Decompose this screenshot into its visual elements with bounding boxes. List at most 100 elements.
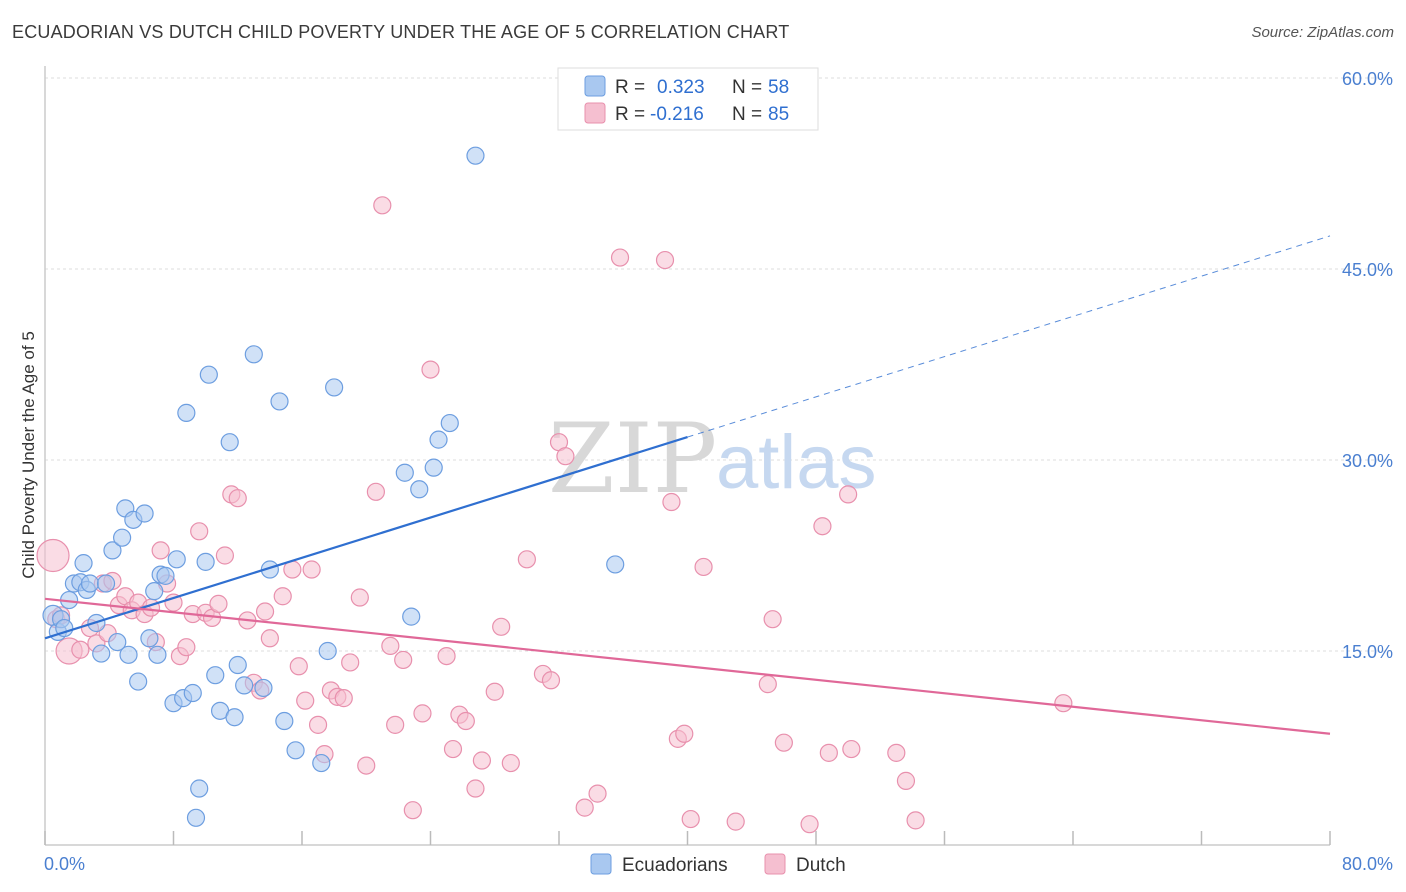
dutch-point-29 — [228, 489, 247, 508]
legend-r-label-1: R = — [615, 77, 645, 98]
ecuadorian-point-44 — [270, 392, 289, 411]
ecuadorian-point-30 — [183, 683, 202, 703]
ecuadorian-trend-line — [44, 436, 688, 640]
ecuadorian-point-47 — [312, 753, 331, 773]
ecuadorian-point-31 — [190, 779, 209, 798]
ecuadorian-point-53 — [424, 458, 443, 477]
ecuadorian-point-42 — [254, 678, 273, 698]
ecuadorian-point-51 — [402, 607, 421, 626]
ecuadorian-point-39 — [228, 655, 247, 675]
dutch-point-44 — [334, 689, 353, 708]
ecuadorian-point-19 — [129, 672, 148, 691]
legend-n-value-2: 85 — [768, 104, 789, 125]
y-tick-label-2: 45.0% — [1342, 260, 1393, 280]
bottom-legend-swatch-ecuadorians — [590, 853, 612, 875]
dutch-point-51 — [386, 715, 405, 734]
ecuadorian-point-13 — [103, 541, 122, 560]
dutch-point-70 — [575, 798, 594, 817]
dutch-point-73 — [655, 250, 675, 270]
dutch-point-84 — [813, 517, 832, 536]
dutch-point-49 — [373, 196, 392, 215]
ecuadorian-point-56 — [466, 146, 485, 165]
y-tick-label-0: 15.0% — [1342, 642, 1393, 662]
dutch-point-59 — [456, 711, 475, 731]
dutch-point-67 — [541, 671, 561, 690]
dutch-point-33 — [255, 602, 275, 621]
dutch-point-21 — [177, 638, 196, 657]
ecuadorian-point-14 — [108, 632, 127, 652]
dutch-point-40 — [308, 715, 328, 734]
dutch-point-86 — [839, 485, 858, 504]
source-credit: Source: ZipAtlas.com — [1251, 24, 1394, 41]
y-tick-label-3: 60.0% — [1342, 69, 1393, 89]
ecuadorian-point-3 — [55, 618, 74, 638]
ecuadorian-point-49 — [325, 378, 344, 397]
dutch-point-52 — [394, 650, 413, 670]
ecuadorian-point-23 — [148, 645, 167, 664]
dutch-point-57 — [443, 739, 463, 759]
dutch-point-60 — [466, 779, 485, 798]
ecuadorian-point-17 — [119, 645, 138, 664]
ecuadorian-point-15 — [112, 528, 132, 547]
bottom-legend-swatch-dutch — [764, 853, 786, 875]
dutch-point-23 — [190, 522, 209, 541]
legend-r-label-2: R = — [615, 104, 645, 125]
ecuadorian-trend-extension — [687, 235, 1331, 438]
dutch-point-65 — [517, 550, 536, 569]
grid-lines — [45, 77, 1392, 652]
dutch-point-61 — [472, 751, 491, 770]
ecuadorian-point-45 — [275, 711, 294, 731]
ecuadorian-point-52 — [410, 480, 429, 499]
ecuadorian-point-12 — [96, 574, 116, 593]
watermark-zip: ZIP — [548, 403, 717, 515]
legend-swatch-dutch — [584, 102, 606, 124]
x-tick-label-1: 80.0% — [1342, 854, 1393, 874]
legend-n-label-2: N = — [732, 104, 762, 125]
ecuadorian-point-25 — [156, 566, 175, 585]
ecuadorian-point-32 — [186, 808, 206, 827]
ecuadorian-point-35 — [206, 666, 225, 685]
ecuadorian-point-11 — [92, 644, 111, 663]
dutch-point-35 — [273, 587, 292, 606]
dutch-point-62 — [485, 682, 504, 701]
watermark: ZIP atlas — [548, 403, 877, 515]
dutch-point-0 — [36, 538, 70, 573]
dutch-point-26 — [209, 594, 228, 613]
bottom-legend: Ecuadorians Dutch — [590, 853, 846, 876]
legend-n-value-1: 58 — [768, 77, 789, 98]
dutch-point-37 — [289, 657, 308, 676]
dutch-point-74 — [662, 492, 681, 512]
dutch-point-34 — [260, 629, 279, 648]
dutch-point-48 — [366, 482, 385, 501]
ecuadorian-point-54 — [429, 430, 448, 449]
ecuadorian-point-20 — [135, 504, 154, 523]
legend-swatch-ecuadorians — [584, 75, 606, 97]
dutch-point-38 — [296, 691, 315, 710]
ecuadorian-point-40 — [235, 676, 254, 695]
dutch-point-46 — [350, 588, 369, 607]
dutch-point-89 — [896, 771, 916, 790]
dutch-point-77 — [681, 809, 700, 829]
dutch-point-53 — [403, 801, 422, 820]
ecuadorian-point-33 — [196, 552, 215, 571]
dutch-point-71 — [588, 784, 607, 803]
dutch-point-76 — [675, 724, 694, 743]
dutch-point-55 — [421, 360, 440, 379]
x-tick-labels: 0.0% 80.0% — [44, 854, 1393, 874]
legend: R = 0.323 N = 58 R = -0.216 N = 85 — [557, 67, 819, 131]
ecuadorian-point-34 — [199, 365, 218, 384]
dutch-point-39 — [302, 560, 321, 579]
bottom-legend-label-dutch: Dutch — [796, 855, 846, 876]
ecuadorian-points — [42, 146, 625, 827]
dutch-point-82 — [774, 733, 793, 752]
ecuadorian-point-7 — [74, 554, 93, 573]
ecuadorian-point-57 — [606, 555, 625, 574]
ecuadorian-point-29 — [177, 403, 196, 422]
legend-r-value-2: -0.216 — [650, 104, 704, 125]
dutch-point-85 — [819, 743, 838, 762]
ecuadorian-point-38 — [225, 708, 244, 727]
x-tick-label-0: 0.0% — [44, 854, 85, 874]
dutch-point-27 — [215, 546, 234, 565]
ecuadorian-point-46 — [286, 741, 305, 760]
dutch-point-72 — [610, 248, 630, 267]
